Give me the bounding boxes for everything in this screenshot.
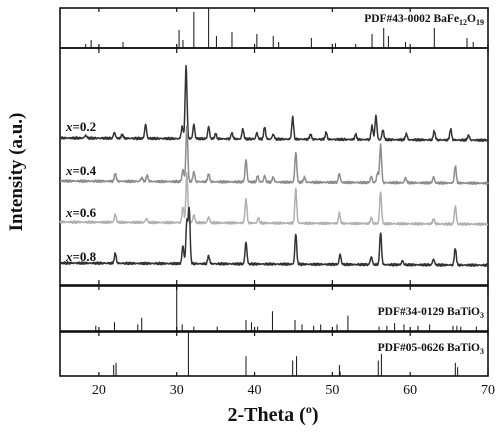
reference-frame xyxy=(59,331,489,377)
x-tick-label: 60 xyxy=(403,383,417,398)
x-tick-label: 20 xyxy=(92,383,106,398)
patterns-frame xyxy=(59,47,489,286)
y-axis-label: Intensity (a.u.) xyxy=(6,113,27,232)
xrd-pattern-line xyxy=(59,64,489,143)
reference-label: PDF#43-0002 BaFe12O19 xyxy=(364,13,484,27)
xrd-pattern-line xyxy=(59,206,489,268)
sample-patterns-panel: x=0.2 x=0.4 x=0.6 x=0.8 xyxy=(59,47,489,286)
xrd-pattern-line xyxy=(59,125,489,186)
series-label: x=0.4 xyxy=(65,163,97,178)
x-tick-label: 40 xyxy=(248,383,262,398)
reference-label: PDF#34-0129 BaTiO3 xyxy=(378,306,484,320)
reference-panel-batio3-05-0626: PDF#05-0626 BaTiO3 xyxy=(59,331,489,377)
x-axis-label: 2-Theta (o) xyxy=(228,402,319,426)
x-tick-label: 70 xyxy=(481,383,495,398)
reference-panel-batio3-34-0129: PDF#34-0129 BaTiO3 xyxy=(59,285,489,332)
series-label: x=0.6 xyxy=(65,205,97,220)
x-axis: 20 30 40 50 60 70 xyxy=(92,383,495,398)
reference-panel-bafe12o19: PDF#43-0002 BaFe12O19 xyxy=(59,7,489,49)
x-tick-label: 30 xyxy=(170,383,184,398)
reference-frame xyxy=(59,285,489,332)
xrd-pattern-line xyxy=(59,171,489,227)
x-tick-label: 50 xyxy=(325,383,339,398)
reference-label: PDF#05-0626 BaTiO3 xyxy=(378,342,484,356)
series-label: x=0.2 xyxy=(65,119,96,134)
series-label: x=0.8 xyxy=(65,249,97,264)
